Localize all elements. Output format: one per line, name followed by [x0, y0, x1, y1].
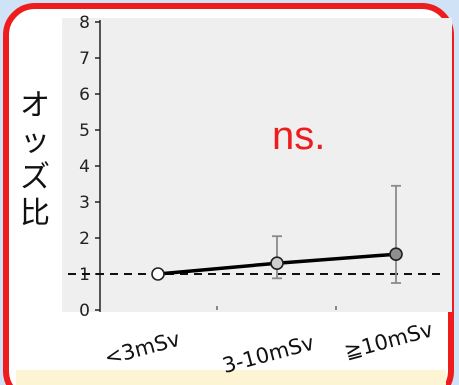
y-axis-label-char: ッ [20, 124, 50, 159]
y-axis-label: オッズ比 [20, 88, 50, 232]
y-tick-label: 0 [79, 301, 90, 321]
y-tick-label: 6 [79, 85, 90, 105]
y-axis-label-char: オ [20, 88, 50, 123]
data-point [270, 256, 284, 271]
ns-annotation: ns. [272, 114, 326, 158]
y-tick-label: 7 [79, 49, 90, 69]
plot-area: 012345678 [62, 13, 452, 321]
bottom-strip [16, 370, 446, 385]
y-tick-label: 2 [79, 229, 90, 249]
y-axis-label-char: 比 [20, 196, 50, 231]
y-axis-label-char: ズ [20, 160, 50, 195]
y-tick-label: 3 [79, 193, 90, 213]
y-tick-label: 5 [79, 121, 90, 141]
y-tick-label: 8 [79, 13, 90, 33]
data-point [389, 247, 403, 261]
y-tick-label: 4 [79, 157, 90, 177]
plot-background [62, 18, 452, 312]
data-point [151, 267, 165, 281]
